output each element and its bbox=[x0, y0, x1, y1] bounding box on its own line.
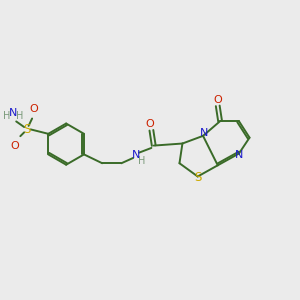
Text: H: H bbox=[138, 157, 146, 166]
Text: S: S bbox=[23, 123, 31, 136]
Text: O: O bbox=[213, 95, 222, 105]
Text: N: N bbox=[132, 150, 140, 160]
Text: O: O bbox=[29, 104, 38, 114]
Text: O: O bbox=[146, 119, 154, 129]
Text: S: S bbox=[195, 172, 202, 184]
Text: N: N bbox=[200, 128, 209, 138]
Text: H: H bbox=[16, 111, 23, 121]
Text: O: O bbox=[10, 141, 19, 151]
Text: H: H bbox=[3, 111, 10, 121]
Text: N: N bbox=[9, 108, 17, 118]
Text: N: N bbox=[235, 150, 244, 160]
